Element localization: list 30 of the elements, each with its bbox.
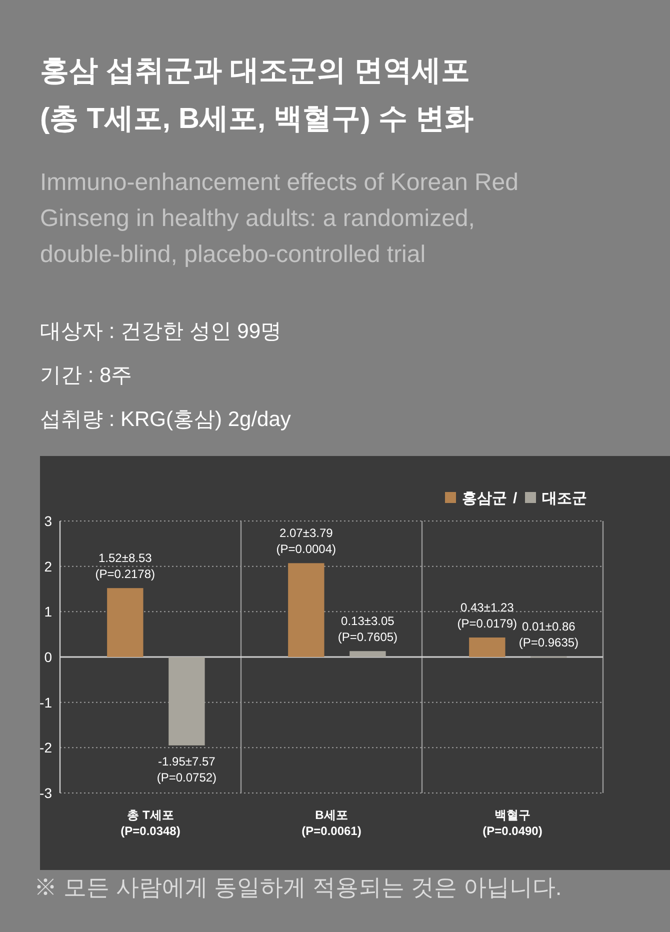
data-label: 2.07±3.79 (P=0.0004) xyxy=(276,526,336,556)
text: 섭취량 : KRG(홍삼) 2g/day xyxy=(40,408,292,431)
chart-title: 홍삼 섭취군과 대조군의 면역세포 (총 T세포, B세포, 백혈구) 수 변화 xyxy=(40,55,474,135)
text: 대상자 : 건강한 성인 99명 xyxy=(40,320,282,343)
y-tick-label: 1 xyxy=(44,604,52,620)
legend-label: 대조군 xyxy=(542,490,587,507)
data-label: -1.95±7.57 (P=0.0752) xyxy=(156,754,217,784)
chart-subtitle: Immuno-enhancement effects of Korean Red Ginseng in healthy adults: a randomized, double-blind, placebo-controlled trial xyxy=(40,169,518,268)
y-tick-label: 3 xyxy=(44,513,52,529)
bar xyxy=(288,563,324,657)
bar xyxy=(168,657,205,746)
data-label: 1.52±8.53 (P=0.2178) xyxy=(95,551,156,582)
x-tick-label: 총 T세포 (P=0.0348) xyxy=(120,808,180,838)
data-label: 0.13±3.05 (P=0.7605) xyxy=(338,614,398,644)
bar xyxy=(350,651,386,657)
y-tick-label: 0 xyxy=(44,649,52,665)
y-tick-label: -1 xyxy=(40,694,52,710)
text: / xyxy=(513,490,518,507)
bar xyxy=(107,588,144,657)
y-tick-label: -2 xyxy=(40,740,52,756)
x-tick-label: B세포 (P=0.0061) xyxy=(302,808,362,838)
legend-label: 홍삼군 xyxy=(462,490,507,507)
x-tick-label: 백혈구 (P=0.0490) xyxy=(482,808,542,838)
text: ※ 모든 사람에게 동일하게 적용되는 것은 아닙니다. xyxy=(34,874,562,900)
bar xyxy=(469,638,506,657)
y-tick-label: -3 xyxy=(40,785,52,801)
data-label: 0.43±1.23 (P=0.0179) xyxy=(457,600,518,631)
data-label: 0.01±0.86 (P=0.9635) xyxy=(518,620,579,650)
text: 기간 : 8주 xyxy=(40,364,132,387)
y-tick-label: 2 xyxy=(44,558,52,574)
